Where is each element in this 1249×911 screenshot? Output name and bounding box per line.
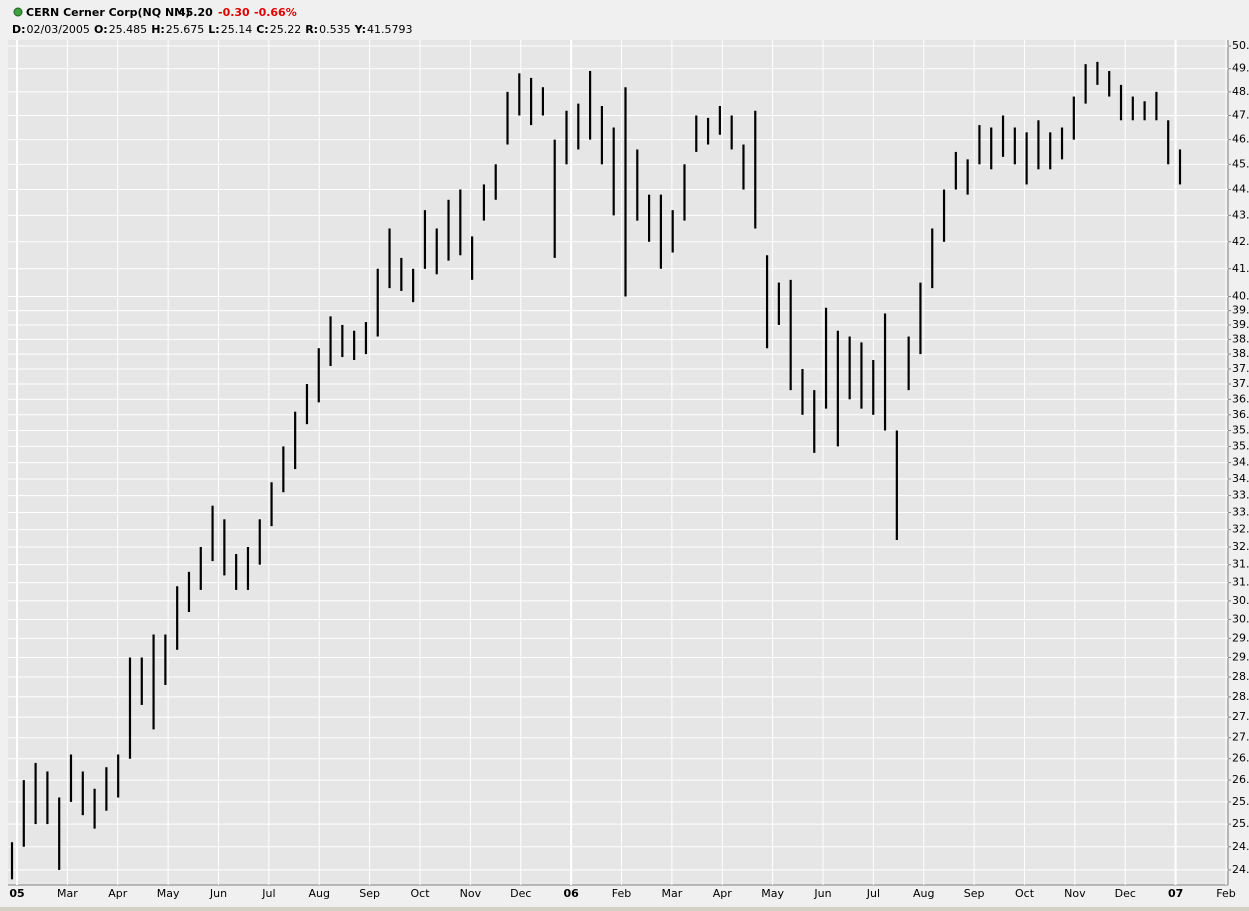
y-tick-label: 36.: [1232, 408, 1249, 421]
x-tick-label: 07: [1168, 887, 1183, 900]
status-icon: [13, 7, 23, 17]
field-value: 41.5793: [367, 23, 413, 36]
x-tick-label: Jun: [813, 887, 831, 900]
y-tick-label: 39.: [1232, 318, 1249, 331]
y-tick-label: 28.: [1232, 670, 1249, 683]
y-tick-label: 32.: [1232, 540, 1249, 553]
y-tick-label: 24.: [1232, 840, 1249, 853]
x-tick-label: 05: [9, 887, 24, 900]
y-tick-label: 30.: [1232, 594, 1249, 607]
x-tick-label: Mar: [57, 887, 78, 900]
change: -0.30: [218, 6, 250, 19]
y-tick-label: 37.: [1232, 377, 1249, 390]
y-tick-label: 46.: [1232, 133, 1249, 146]
y-tick-label: 47.: [1232, 109, 1249, 122]
x-tick-label: Sep: [359, 887, 380, 900]
y-tick-label: 33.: [1232, 505, 1249, 518]
field-key: C:: [256, 23, 268, 36]
y-tick-label: 27.: [1232, 731, 1249, 744]
y-tick-label: 34.: [1232, 472, 1249, 485]
field-key: D:: [12, 23, 26, 36]
x-tick-label: Aug: [309, 887, 330, 900]
x-tick-label: Nov: [1064, 887, 1086, 900]
x-tick-label: Jul: [866, 887, 880, 900]
y-tick-label: 34.: [1232, 456, 1249, 469]
y-tick-label: 48.: [1232, 85, 1249, 98]
y-tick-label: 38.: [1232, 347, 1249, 360]
y-tick-label: 36.: [1232, 392, 1249, 405]
field-key: L:: [208, 23, 219, 36]
field-value: 25.675: [166, 23, 205, 36]
field-value: 0.535: [319, 23, 351, 36]
x-tick-label: 06: [563, 887, 579, 900]
x-tick-label: Jun: [209, 887, 227, 900]
y-tick-label: 35.: [1232, 423, 1249, 436]
y-tick-label: 30.: [1232, 612, 1249, 625]
x-tick-label: Apr: [108, 887, 128, 900]
x-tick-label: Apr: [713, 887, 733, 900]
x-tick-label: Feb: [1216, 887, 1235, 900]
x-tick-label: Jul: [261, 887, 275, 900]
x-tick-label: Oct: [1015, 887, 1035, 900]
y-tick-label: 32.: [1232, 523, 1249, 536]
field-value: 25.485: [109, 23, 148, 36]
field-value: 25.22: [270, 23, 302, 36]
y-tick-label: 29.: [1232, 631, 1249, 644]
field-key: Y:: [354, 23, 366, 36]
y-tick-label: 26.: [1232, 752, 1249, 765]
y-tick-label: 31.: [1232, 576, 1249, 589]
y-tick-label: 24.: [1232, 863, 1249, 876]
y-tick-label: 38.: [1232, 332, 1249, 345]
last-price: 45.20: [178, 6, 213, 19]
symbol: CERN Cerner Corp(NQ NM): [26, 6, 190, 19]
x-tick-label: Oct: [410, 887, 430, 900]
y-tick-label: 25.: [1232, 817, 1249, 830]
x-tick-label: May: [157, 887, 180, 900]
y-tick-label: 26.: [1232, 773, 1249, 786]
y-tick-label: 40.: [1232, 290, 1249, 303]
x-tick-label: Sep: [964, 887, 985, 900]
y-tick-label: 43.: [1232, 208, 1249, 221]
y-tick-label: 42.: [1232, 235, 1249, 248]
change-percent: -0.66%: [254, 6, 297, 19]
y-tick-label: 27.: [1232, 710, 1249, 723]
field-key: H:: [151, 23, 165, 36]
y-tick-label: 35.: [1232, 439, 1249, 452]
field-value: 02/03/2005: [27, 23, 90, 36]
y-tick-label: 29.: [1232, 651, 1249, 664]
y-tick-label: 31.: [1232, 558, 1249, 571]
ohlc-fields: D: 02/03/2005 O: 25.485 H: 25.675 L: 25.14 C: 25.…: [12, 23, 413, 36]
field-key: R:: [305, 23, 318, 36]
y-tick-label: 33.: [1232, 489, 1249, 502]
y-tick-label: 37.: [1232, 362, 1249, 375]
y-tick-label: 50.: [1232, 39, 1249, 52]
x-tick-label: Nov: [460, 887, 482, 900]
y-tick-label: 28.: [1232, 690, 1249, 703]
y-tick-label: 49.: [1232, 62, 1249, 75]
x-tick-label: Dec: [510, 887, 531, 900]
y-tick-label: 25.: [1232, 795, 1249, 808]
x-tick-label: Feb: [612, 887, 631, 900]
y-tick-label: 44.: [1232, 183, 1249, 196]
y-tick-label: 45.: [1232, 157, 1249, 170]
y-tick-label: 39.: [1232, 304, 1249, 317]
field-value: 25.14: [221, 23, 253, 36]
x-tick-label: Dec: [1115, 887, 1136, 900]
field-key: O:: [94, 23, 108, 36]
x-tick-label: May: [761, 887, 784, 900]
y-tick-label: 41.: [1232, 262, 1249, 275]
x-tick-label: Aug: [913, 887, 934, 900]
x-tick-label: Mar: [661, 887, 682, 900]
